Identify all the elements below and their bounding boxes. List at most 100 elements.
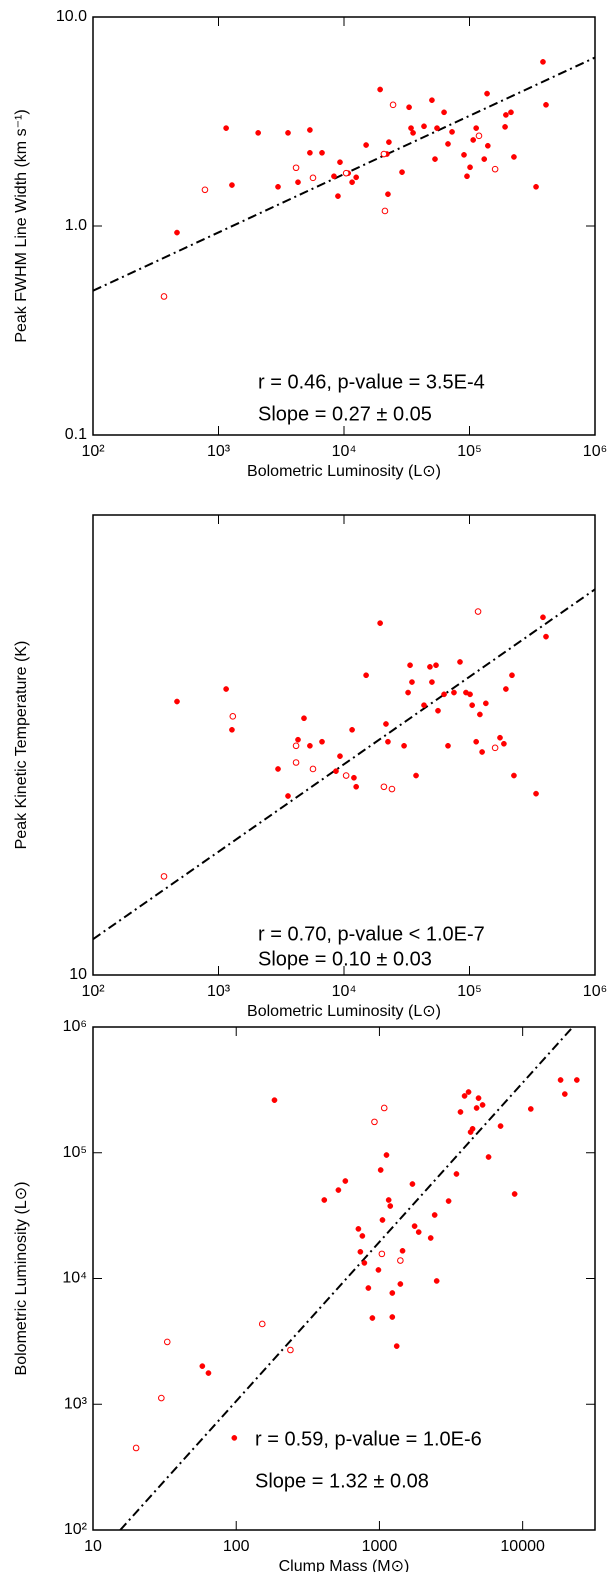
data-point [481, 156, 488, 162]
data-point [342, 772, 350, 779]
data-point [461, 151, 467, 158]
data-point [467, 691, 473, 698]
data-point [421, 123, 427, 130]
data-point [319, 149, 325, 156]
data-point [451, 689, 457, 696]
data-point [363, 672, 369, 679]
data-point [431, 1212, 438, 1218]
data-point [469, 702, 476, 709]
data-point [573, 1077, 580, 1083]
data-point [371, 1118, 378, 1126]
data-point [337, 753, 343, 760]
data-point [319, 738, 325, 745]
data-point [357, 1248, 364, 1255]
data-point [502, 124, 508, 130]
data-point [508, 109, 514, 116]
data-point [389, 101, 397, 109]
data-point [401, 742, 407, 749]
data-point [475, 132, 483, 140]
data-point [365, 1285, 372, 1291]
data-point [160, 873, 168, 880]
data-point [511, 1191, 518, 1197]
data-point [307, 149, 313, 156]
data-point [287, 1346, 294, 1354]
data-point [540, 59, 546, 65]
data-point [379, 1217, 386, 1223]
data-point [201, 186, 209, 194]
data-point [255, 130, 262, 136]
panel: 10 100 1000 10000 10² 10³ 10⁴ 10⁵ 10⁶ Clump Mass … [13, 1018, 596, 1572]
data-point [342, 1178, 349, 1184]
data-point [473, 125, 480, 131]
data-point [301, 715, 307, 722]
x-tick-label: 1000 [362, 1538, 398, 1555]
y-tick-label: 10⁴ [62, 1270, 87, 1287]
data-point [381, 207, 389, 215]
data-point [223, 686, 229, 692]
y-tick-label: 10.0 [56, 8, 87, 25]
data-point [399, 169, 405, 175]
data-point [359, 1233, 366, 1239]
data-point [295, 736, 301, 743]
data-point [501, 740, 507, 747]
data-point [561, 1091, 568, 1097]
data-point [307, 127, 313, 133]
data-point [307, 742, 313, 749]
data-point [333, 768, 339, 774]
data-point [497, 1123, 504, 1129]
data-point [409, 1181, 416, 1187]
data-point [449, 129, 455, 135]
data-point [258, 1320, 266, 1328]
data-point [511, 154, 517, 160]
x-tick-label: 10⁵ [457, 443, 481, 460]
data-point [464, 173, 470, 180]
data-point [421, 702, 427, 709]
data-point [445, 742, 451, 749]
data-point [467, 164, 473, 171]
y-tick-label: 10⁶ [63, 1018, 87, 1035]
data-point [229, 713, 237, 720]
data-point [377, 86, 383, 93]
data-point [473, 1105, 480, 1111]
data-point [484, 142, 491, 149]
y-tick-label: 1.0 [65, 217, 87, 234]
data-point [433, 1278, 440, 1284]
data-point [380, 1104, 388, 1112]
data-point [477, 711, 483, 718]
data-point [383, 721, 389, 727]
fit-line [93, 588, 595, 940]
annotation: Slope = 0.10 ± 0.03 [258, 948, 432, 970]
data-point [415, 1229, 422, 1235]
x-tick-label: 10000 [500, 1538, 545, 1555]
data-point [399, 1247, 406, 1254]
data-point [511, 772, 517, 779]
data-point [385, 738, 391, 745]
data-point [342, 169, 350, 177]
data-point [557, 1077, 564, 1083]
data-point [427, 1235, 434, 1241]
data-point [389, 1290, 396, 1296]
y-tick-label: 0.1 [65, 426, 87, 443]
data-point [408, 125, 414, 131]
data-point [389, 1314, 396, 1320]
data-point [527, 1106, 534, 1112]
data-point [353, 783, 360, 790]
data-point [509, 672, 515, 679]
data-point [335, 193, 341, 199]
panel: 10² 10³ 10⁴ 10⁵ 10⁶ 0.1 1.0 10.0 Bolometric Lumi… [13, 8, 607, 480]
data-point [484, 90, 490, 97]
data-point [503, 686, 509, 692]
data-point [533, 790, 539, 797]
data-point [383, 1152, 390, 1158]
data-point [407, 662, 413, 669]
y-axis-label: Peak Kinetic Temperature (K) [13, 641, 30, 850]
data-point [461, 1093, 468, 1099]
x-tick-label: 10⁶ [583, 443, 607, 460]
data-point [409, 679, 415, 685]
data-point [410, 130, 416, 136]
fit-line [119, 1027, 574, 1530]
data-point [363, 142, 369, 148]
data-point [543, 101, 549, 108]
data-point [497, 734, 503, 741]
data-point [397, 1257, 404, 1264]
